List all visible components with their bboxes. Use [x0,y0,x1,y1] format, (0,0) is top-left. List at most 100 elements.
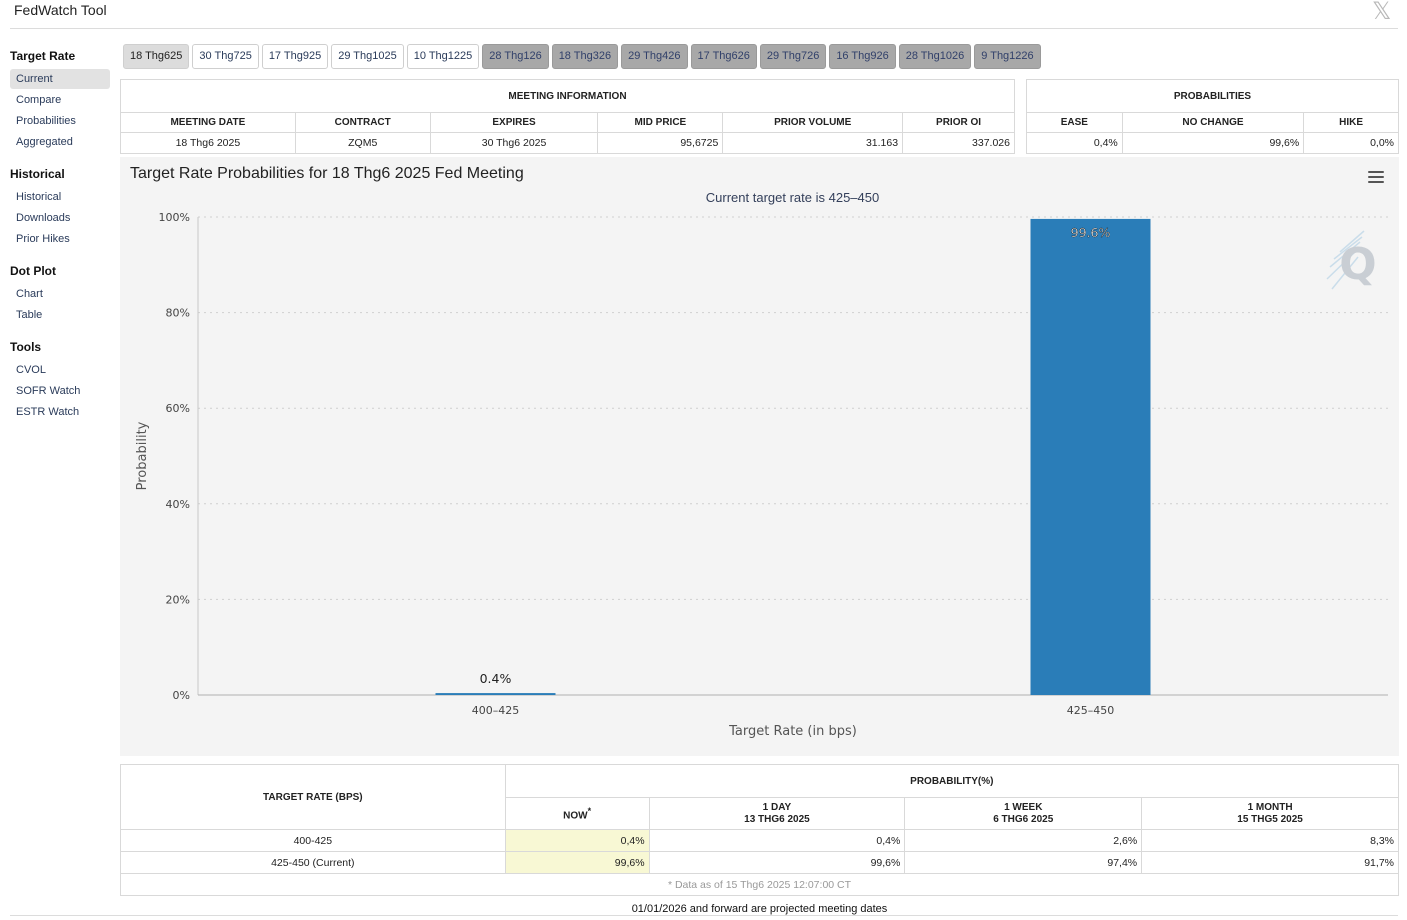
sidebar-section-dot-plot: Dot Plot [10,264,56,278]
bar-data-label: 99.6% [1071,225,1111,240]
prob-subheader-label: 1 DAY [762,801,792,813]
prob-subheader-date: 6 THG6 2025 [993,813,1054,825]
meeting-info-cell: ZQM5 [294,132,431,154]
q-watermark-letter: Q [1339,239,1376,290]
probability-cell: 2,6% [904,829,1143,852]
table-row: 400-425 0,4% 0,4% 2,6% 8,3% [120,829,1399,852]
x-tick-label: 425–450 [1067,704,1115,717]
meeting-tab-9-thg1226[interactable]: 9 Thg1226 [974,44,1041,69]
y-tick-label: 60% [166,402,190,415]
meeting-tab-18-thg625[interactable]: 18 Thg625 [123,44,190,69]
sidebar-item-aggregated[interactable]: Aggregated [16,136,73,148]
sidebar-item-current[interactable]: Current [10,69,110,89]
header-divider [10,28,1398,29]
meeting-info-header: MEETING INFORMATION [120,79,1015,113]
probability-history-table: TARGET RATE (BPS) PROBABILITY(%) NOW* 1 D… [120,764,1400,896]
prob-subheader-date: 15 THG5 2025 [1237,813,1303,825]
probability-cell: 8,3% [1141,829,1399,852]
meeting-info-cell: 95,6725 [597,132,724,154]
sidebar-item-downloads[interactable]: Downloads [16,212,71,224]
q-watermark-icon: Q [1326,230,1377,290]
meeting-info-cell: 18 Thg6 2025 [120,132,296,154]
projection-note: 01/01/2026 and forward are projected mee… [631,903,888,915]
sidebar-item-prior-hikes[interactable]: Prior Hikes [16,233,70,245]
bar-data-label: 0.4% [480,671,512,686]
prob-subheader-label: 1 WEEK [1004,801,1043,813]
prob-subheader: NOW* [504,797,650,830]
meeting-tab-29-thg1025[interactable]: 29 Thg1025 [331,44,404,69]
meeting-tab-29-thg726[interactable]: 29 Thg726 [759,44,827,69]
meeting-info-col-prior-oi: PRIOR OI [902,112,1015,133]
y-tick-label: 20% [166,593,190,606]
sidebar-section-historical: Historical [10,167,65,181]
meeting-date-tabs: 18 Thg625 30 Thg725 17 Thg925 29 Thg1025 10 … [123,44,1044,69]
y-tick-label: 40% [166,498,190,511]
app-title: FedWatch Tool [14,2,107,18]
probabilities-cell: 0,0% [1303,132,1399,154]
probability-bar-chart: 0% 20% 40% 60% 80% 100% 0.4% 400–425 99.6% 425–45… [135,211,1388,739]
prob-subheader: 1 DAY 13 THG6 2025 [648,797,906,830]
meeting-info-col-prior-volume: PRIOR VOLUME [722,112,904,133]
target-rate-header: TARGET RATE (BPS) [120,764,506,830]
bar-400–425[interactable] [435,693,556,695]
y-tick-label: 100% [159,211,190,224]
probability-cell: 91,7% [1141,851,1399,874]
meeting-tab-16-thg926[interactable]: 16 Thg926 [829,44,896,69]
probabilities-col-hike: HIKE [1303,112,1399,133]
probability-cell: 0,4% [648,829,906,852]
meeting-tab-28-thg1026[interactable]: 28 Thg1026 [898,44,972,69]
hamburger-menu-icon[interactable] [1368,171,1384,185]
prob-subheader-label: NOW [563,810,588,822]
meeting-tab-29-thg426[interactable]: 29 Thg426 [621,44,688,69]
sidebar-item-table[interactable]: Table [16,309,43,321]
target-rate-cell: 400-425 [120,829,506,852]
bar-425–450[interactable] [1030,218,1151,696]
sidebar-item-compare[interactable]: Compare [16,94,62,106]
prob-subheader: 1 WEEK 6 THG6 2025 [904,797,1143,830]
meeting-info-col-mid-price: MID PRICE [597,112,724,133]
x-tick-label: 400–425 [472,704,520,717]
y-tick-label: 0% [173,689,190,702]
prob-subheader: 1 MONTH 15 THG5 2025 [1141,797,1399,830]
asterisk-marker: * [587,805,592,816]
sidebar-section-target-rate: Target Rate [10,49,76,63]
chart-title: Target Rate Probabilities for 18 Thg6 20… [130,165,524,182]
probability-header: PROBABILITY(%) [504,764,1400,798]
meeting-info-cell: 337.026 [902,132,1015,154]
probabilities-header: PROBABILITIES [1026,79,1399,113]
close-icon[interactable]: 𝕏 [1372,0,1392,25]
y-tick-label: 80% [166,307,190,320]
probabilities-summary-table: PROBABILITIES EASE NO CHANGE HIKE 0,4% 99,6… [1026,79,1399,154]
prob-subheader-date: 13 THG6 2025 [744,813,810,825]
meeting-tab-17-thg626[interactable]: 17 Thg626 [690,44,757,69]
x-axis-title: Target Rate (in bps) [728,724,857,739]
now-probability-cell: 0,4% [504,829,650,852]
target-rate-cell: 425-450 (Current) [120,851,506,874]
probability-cell: 97,4% [904,851,1143,874]
meeting-info-table: MEETING INFORMATION MEETING DATE CONTRACT… [120,79,1015,154]
meeting-tab-10-thg1225[interactable]: 10 Thg1225 [406,44,480,69]
meeting-info-cell: 31.163 [722,132,904,154]
meeting-info-col-contract: CONTRACT [294,112,431,133]
sidebar-item-probabilities[interactable]: Probabilities [16,115,76,127]
meeting-info-cell: 30 Thg6 2025 [429,132,599,154]
meeting-info-col-meeting-date: MEETING DATE [120,112,296,133]
sidebar-item-historical[interactable]: Historical [16,191,62,203]
meeting-tab-28-thg126[interactable]: 28 Thg126 [482,44,549,69]
chart-subtitle: Current target rate is 425–450 [705,190,880,205]
sidebar-item-estr-watch[interactable]: ESTR Watch [16,406,80,418]
meeting-tab-30-thg725[interactable]: 30 Thg725 [192,44,259,69]
probabilities-cell: 99,6% [1121,132,1305,154]
probabilities-col-no-change: NO CHANGE [1121,112,1305,133]
sidebar-nav: Target Rate Current Compare Probabilities Ag… [10,46,110,423]
sidebar-item-chart[interactable]: Chart [16,288,43,300]
sidebar-item-cvol[interactable]: CVOL [16,364,46,376]
prob-subheader-label: 1 MONTH [1247,801,1293,813]
table-row: 425-450 (Current) 99,6% 99,6% 97,4% 91,7% [120,851,1399,874]
probabilities-col-ease: EASE [1026,112,1123,133]
meeting-tab-18-thg326[interactable]: 18 Thg326 [551,44,619,69]
probability-cell: 99,6% [648,851,906,874]
sidebar-item-sofr-watch[interactable]: SOFR Watch [16,385,81,397]
meeting-tab-17-thg925[interactable]: 17 Thg925 [261,44,329,69]
y-axis-title: Probability [135,421,150,490]
